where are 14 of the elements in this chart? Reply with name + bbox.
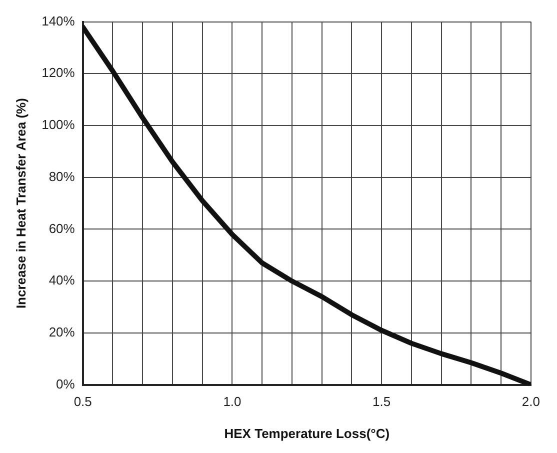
y-tick-label: 20% [48, 324, 76, 340]
x-tick-label: 0.5 [74, 394, 92, 410]
y-tick-label: 60% [48, 220, 76, 236]
x-tick-label: 2.0 [522, 394, 540, 410]
y-tick-label: 120% [42, 65, 76, 80]
x-tick-label: 1.0 [223, 394, 242, 410]
y-axis-title: Increase in Heat Transfer Area (%) [13, 98, 28, 309]
y-tick-label: 100% [42, 117, 76, 132]
x-tick-label: 1.5 [372, 394, 391, 410]
y-tick-label: 80% [48, 168, 76, 184]
x-axis-title: HEX Temperature Loss(°C) [224, 426, 390, 441]
y-tick-label: 0% [56, 376, 76, 392]
y-tick-label: 140% [42, 13, 76, 28]
y-tick-label: 40% [48, 272, 76, 288]
